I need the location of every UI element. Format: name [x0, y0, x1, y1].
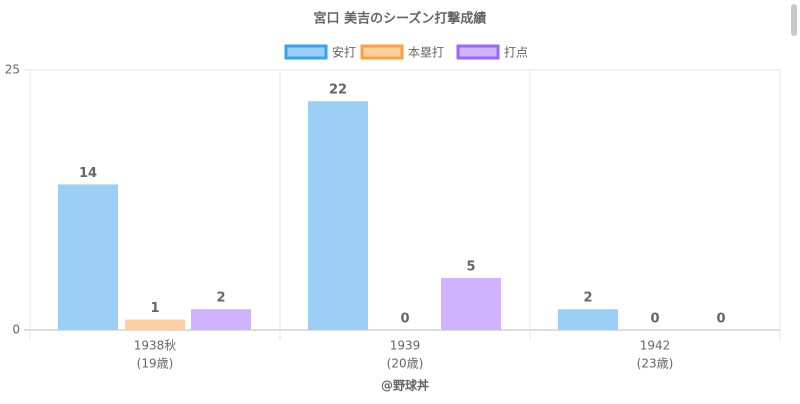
data-label: 0 [650, 312, 659, 327]
legend-swatch [284, 44, 328, 60]
data-label: 2 [216, 291, 225, 306]
x-tick-sublabel: (23歳) [637, 357, 674, 371]
data-label: 22 [329, 83, 347, 98]
data-label: 5 [466, 260, 475, 275]
data-label: 0 [400, 312, 409, 327]
x-tick-sublabel: (20歳) [387, 357, 424, 371]
data-label: 2 [583, 291, 592, 306]
chart-title: 宮口 美吉のシーズン打撃成績 [314, 11, 487, 27]
legend-swatch [360, 44, 404, 60]
scrollbar[interactable] [791, 4, 797, 36]
legend-label: 安打 [332, 45, 356, 60]
legend-label: 本塁打 [408, 46, 444, 60]
x-axis-label: @野球丼 [381, 378, 429, 393]
y-tick-label: 25 [5, 63, 20, 77]
bar [58, 184, 118, 330]
bar [308, 101, 368, 330]
x-tick-label: 1939 [390, 339, 421, 353]
bar [191, 309, 251, 330]
y-tick-label: 0 [12, 323, 20, 337]
x-tick-sublabel: (19歳) [137, 357, 174, 371]
data-label: 0 [716, 312, 725, 327]
bar [441, 278, 501, 330]
legend-label: 打点 [504, 46, 528, 60]
legend-swatch [456, 44, 500, 60]
x-tick-label: 1942 [640, 339, 671, 353]
data-label: 14 [79, 166, 97, 181]
bar [125, 319, 185, 330]
data-label: 1 [150, 301, 159, 316]
x-tick-label: 1938秋 [134, 339, 177, 353]
bar [558, 309, 618, 330]
